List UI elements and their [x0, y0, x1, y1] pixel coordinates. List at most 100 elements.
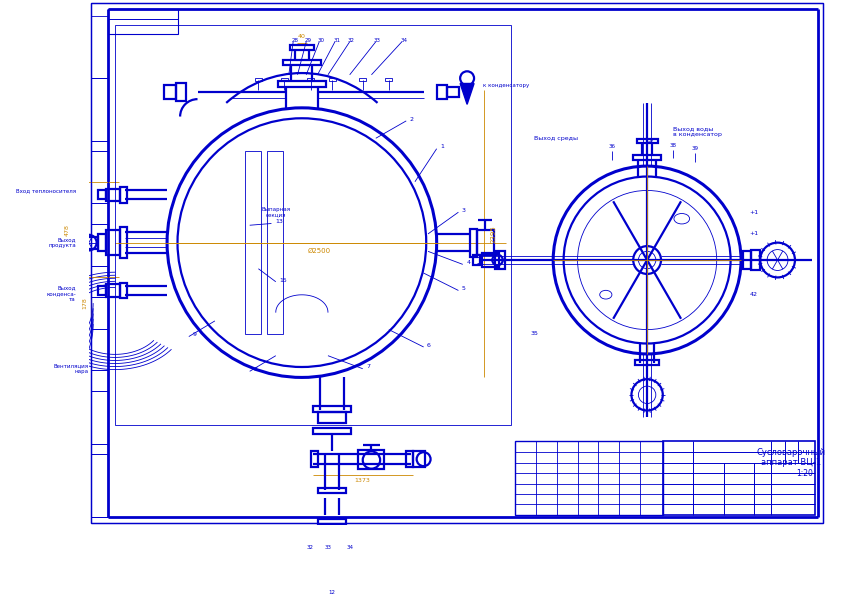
Bar: [91, 391, 108, 454]
Bar: [437, 85, 447, 99]
Text: та: та: [69, 297, 75, 301]
Bar: [97, 286, 106, 295]
Bar: [106, 231, 120, 255]
Text: 33: 33: [324, 545, 331, 550]
Bar: [385, 79, 392, 81]
Text: +1: +1: [750, 210, 759, 214]
Bar: [91, 329, 108, 391]
Bar: [482, 253, 499, 267]
Bar: [285, 585, 380, 589]
Text: 3: 3: [462, 208, 466, 213]
Bar: [120, 227, 127, 259]
Bar: [91, 204, 108, 266]
Bar: [278, 81, 326, 87]
Bar: [307, 79, 314, 81]
Text: 32: 32: [307, 545, 314, 550]
Bar: [106, 284, 120, 297]
Text: 34: 34: [400, 37, 407, 42]
Text: 15: 15: [280, 277, 287, 283]
Bar: [255, 79, 262, 81]
Bar: [515, 441, 662, 515]
Text: Выход воды
в конденсатор: Выход воды в конденсатор: [673, 126, 722, 137]
Bar: [359, 79, 366, 81]
Text: 8: 8: [253, 367, 257, 372]
Bar: [313, 406, 352, 412]
Text: 2: 2: [410, 117, 413, 121]
Bar: [324, 525, 341, 534]
Bar: [86, 237, 97, 249]
Text: Вход теплоносителя: Вход теплоносителя: [15, 188, 75, 193]
Text: 31: 31: [333, 37, 340, 42]
Bar: [115, 25, 511, 425]
Bar: [91, 141, 108, 204]
Bar: [407, 451, 413, 467]
Text: Выход
конденса-: Выход конденса-: [46, 285, 75, 296]
Bar: [290, 45, 314, 50]
Bar: [473, 255, 480, 265]
Text: 7: 7: [366, 364, 370, 370]
Bar: [634, 155, 661, 160]
Bar: [329, 79, 335, 81]
Text: Выход
продукта: Выход продукта: [48, 237, 75, 248]
Bar: [637, 139, 657, 144]
Text: 12: 12: [329, 590, 335, 595]
Text: 34: 34: [346, 545, 353, 550]
Text: 1373: 1373: [355, 478, 371, 483]
Bar: [318, 534, 346, 547]
Bar: [358, 449, 385, 469]
Bar: [97, 234, 106, 251]
Text: 30: 30: [318, 37, 324, 42]
Text: Выпарная
секция: Выпарная секция: [261, 207, 291, 217]
Bar: [91, 454, 108, 516]
Text: 1: 1: [440, 144, 444, 149]
Bar: [313, 428, 352, 434]
Bar: [283, 60, 321, 65]
Text: 38: 38: [670, 143, 677, 148]
Bar: [91, 79, 108, 141]
Bar: [164, 85, 176, 99]
Bar: [120, 187, 127, 202]
Bar: [267, 152, 283, 334]
Bar: [91, 16, 108, 79]
Bar: [281, 79, 288, 81]
Bar: [743, 251, 751, 269]
Bar: [751, 249, 760, 271]
Polygon shape: [460, 83, 474, 104]
Text: 4: 4: [466, 260, 470, 265]
Bar: [447, 87, 459, 97]
Text: аппарат ВЦ-1: аппарат ВЦ-1: [761, 458, 822, 467]
Bar: [477, 231, 494, 255]
Bar: [495, 251, 506, 269]
Text: 13: 13: [275, 219, 283, 224]
Bar: [635, 360, 659, 365]
Text: Ø2500: Ø2500: [307, 248, 331, 254]
Text: 36: 36: [609, 144, 616, 149]
Text: 42: 42: [750, 292, 758, 297]
Text: 29: 29: [304, 37, 312, 42]
Text: 35: 35: [530, 332, 538, 336]
Text: Выход среды: Выход среды: [534, 136, 578, 141]
Text: 178: 178: [82, 298, 87, 309]
Text: 40: 40: [298, 34, 306, 39]
Text: 5: 5: [462, 286, 466, 291]
Text: 2395: 2395: [490, 225, 496, 243]
Bar: [120, 283, 127, 298]
Text: к конденсатору: к конденсатору: [483, 83, 529, 88]
Bar: [97, 190, 106, 199]
Bar: [176, 83, 186, 101]
Text: 28: 28: [291, 37, 298, 42]
Bar: [470, 229, 477, 257]
Text: 478: 478: [64, 223, 69, 236]
Bar: [293, 547, 372, 573]
Text: Сусловарочный: Сусловарочный: [757, 448, 826, 457]
Text: Вентиляция
нара: Вентиляция нара: [53, 364, 89, 374]
Bar: [312, 451, 318, 467]
Bar: [413, 451, 425, 467]
Bar: [108, 8, 178, 34]
Bar: [289, 571, 376, 577]
Text: 6: 6: [427, 342, 431, 348]
Bar: [91, 266, 108, 329]
Text: 39: 39: [691, 146, 699, 151]
Text: 32: 32: [348, 37, 355, 42]
Bar: [318, 412, 346, 423]
